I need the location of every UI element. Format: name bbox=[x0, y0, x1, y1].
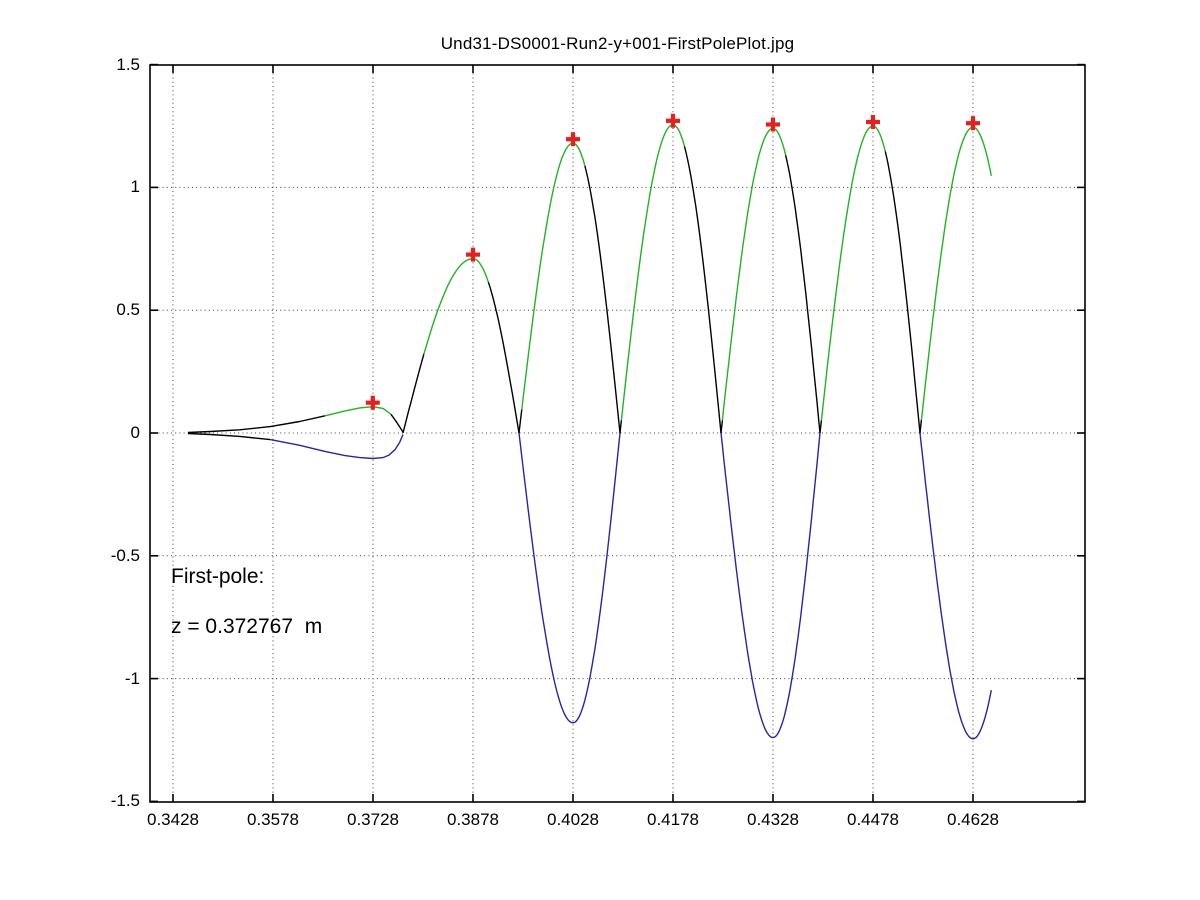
field-curve-segment bbox=[720, 420, 724, 434]
field-curve-segment bbox=[920, 126, 992, 421]
y-tick-label: 0.5 bbox=[116, 300, 140, 320]
y-tick-label: 1 bbox=[130, 177, 140, 197]
pole-plus-marker bbox=[866, 115, 880, 129]
pole-plus-marker bbox=[566, 132, 580, 147]
x-tick-label: 0.3878 bbox=[447, 810, 499, 829]
y-tick-label: 0 bbox=[130, 423, 140, 442]
plot-title: Und31-DS0001-Run2-y+001-FirstPolePlot.jp… bbox=[440, 34, 795, 53]
pole-plus-marker bbox=[365, 395, 380, 410]
field-curve-segment bbox=[884, 151, 921, 434]
x-tick-label: 0.3428 bbox=[147, 810, 199, 829]
field-curve-segment bbox=[390, 413, 404, 433]
field-curve-segment bbox=[187, 415, 326, 434]
x-tick-label: 0.4028 bbox=[547, 810, 599, 829]
y-tick-label: -1 bbox=[124, 668, 140, 688]
field-curve-segment bbox=[720, 432, 821, 739]
field-curve-segment bbox=[721, 127, 787, 421]
field-curve-segment bbox=[584, 165, 621, 434]
first-pole-annotation-label: First-pole: bbox=[171, 565, 265, 588]
field-curve-segment bbox=[683, 146, 722, 434]
field-curve-segment bbox=[619, 420, 623, 434]
field-curve-segment bbox=[270, 434, 404, 460]
field-curve-segment bbox=[521, 142, 586, 410]
x-tick-label: 0.4178 bbox=[647, 810, 699, 829]
field-curve-segment bbox=[402, 353, 425, 434]
field-curves bbox=[187, 124, 992, 740]
field-curve-segment bbox=[324, 406, 392, 417]
y-tick-label: -0.5 bbox=[110, 545, 140, 565]
field-curve-segment bbox=[423, 257, 490, 355]
field-curve-segment bbox=[518, 432, 621, 724]
field-curve-segment bbox=[919, 419, 923, 434]
x-tick-label: 0.4328 bbox=[747, 810, 799, 829]
pole-plus-marker bbox=[966, 116, 980, 131]
first-pole-annotation-value: z = 0.372767 m bbox=[171, 615, 323, 638]
field-curve-segment bbox=[187, 432, 271, 441]
field-curve-segment bbox=[820, 125, 886, 421]
grid-lines bbox=[150, 65, 1085, 802]
y-tick-label: 1.5 bbox=[116, 54, 140, 74]
pole-plus-marker bbox=[666, 113, 680, 128]
field-curve-segment bbox=[518, 409, 523, 434]
x-tick-label: 0.4628 bbox=[947, 810, 999, 829]
x-tick-label: 0.3728 bbox=[347, 810, 399, 829]
field-curve-segment bbox=[919, 432, 992, 740]
pole-markers bbox=[365, 113, 980, 410]
x-tick-label: 0.3578 bbox=[247, 810, 299, 829]
field-curve-segment bbox=[487, 281, 520, 434]
field-curve-segment bbox=[620, 124, 686, 421]
field-curve-segment bbox=[819, 420, 823, 434]
y-tick-label: -1.5 bbox=[110, 791, 140, 811]
pole-plus-marker bbox=[466, 247, 480, 262]
x-tick-label: 0.4478 bbox=[847, 810, 899, 829]
pole-plus-marker bbox=[766, 117, 780, 132]
field-curve-segment bbox=[784, 155, 821, 434]
axis-tick-marks bbox=[150, 63, 1085, 803]
